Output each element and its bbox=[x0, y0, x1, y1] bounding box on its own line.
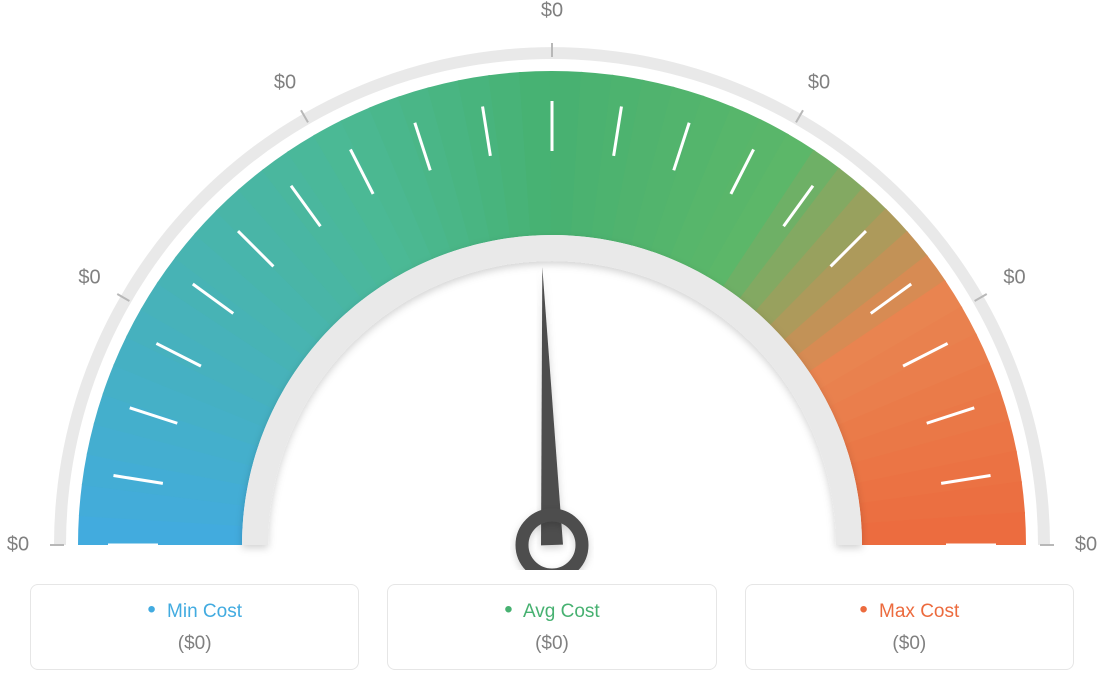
legend-row: • Min Cost ($0) • Avg Cost ($0) • Max Co… bbox=[0, 584, 1104, 670]
legend-value-max: ($0) bbox=[756, 633, 1063, 655]
legend-label-avg: Avg Cost bbox=[523, 601, 600, 622]
legend-card-max: • Max Cost ($0) bbox=[745, 584, 1074, 670]
gauge-tick-label: $0 bbox=[274, 71, 296, 94]
legend-label-max: Max Cost bbox=[879, 601, 959, 622]
gauge-tick-label: $0 bbox=[808, 71, 830, 94]
legend-value-min: ($0) bbox=[41, 633, 348, 655]
gauge-tick-label: $0 bbox=[78, 267, 100, 290]
legend-card-min: • Min Cost ($0) bbox=[30, 584, 359, 670]
legend-label-min: Min Cost bbox=[167, 601, 242, 622]
legend-value-avg: ($0) bbox=[398, 633, 705, 655]
gauge-tick-label: $0 bbox=[1075, 534, 1097, 557]
gauge-tick-label: $0 bbox=[1003, 267, 1025, 290]
gauge-tick-label: $0 bbox=[541, 0, 563, 23]
cost-gauge: $0$0$0$0$0$0$0 bbox=[22, 10, 1082, 570]
legend-card-avg: • Avg Cost ($0) bbox=[387, 584, 716, 670]
gauge-tick-label: $0 bbox=[7, 534, 29, 557]
